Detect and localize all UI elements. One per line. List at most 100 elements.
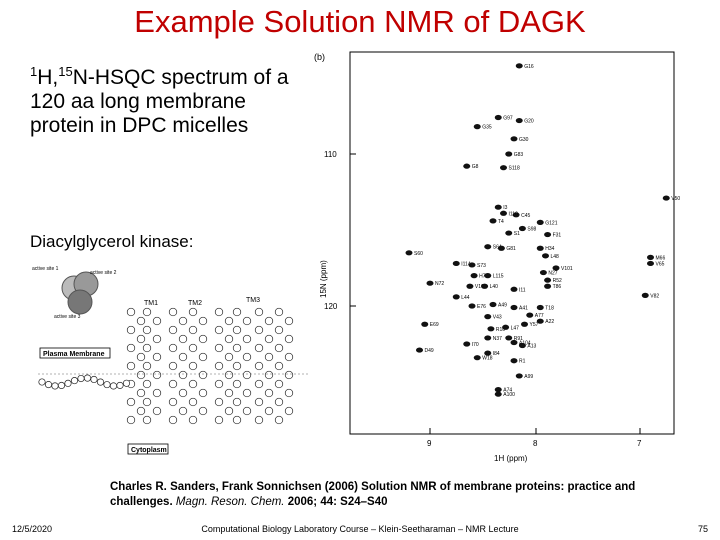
- residue-circle: [168, 325, 178, 335]
- spectrum-description: 1H,15N-HSQC spectrum of a 120 aa long me…: [30, 60, 310, 138]
- peak-r1: [510, 358, 518, 364]
- panel-label: (b): [314, 52, 325, 62]
- residue-circle: [136, 388, 146, 398]
- peak-e69: [421, 321, 429, 327]
- residue-circle: [96, 378, 105, 386]
- hsqc-spectrum: (b) G16 G97 G20 G35 G30 G83 G8 S118 V50 I3 C45I110…: [314, 51, 680, 463]
- peak-t86: [544, 283, 552, 289]
- peak-s98: [518, 225, 526, 232]
- peak-label-g81: G81: [506, 246, 516, 252]
- peak-label-h34: H34: [545, 246, 554, 252]
- peak-label-a74: A74: [503, 388, 512, 394]
- residue-circle: [90, 375, 98, 384]
- residue-circle: [254, 325, 264, 335]
- residue-circle: [188, 343, 198, 353]
- peak-label-a22: A22: [545, 319, 554, 325]
- residue-circle: [142, 307, 152, 317]
- residue-circle: [284, 388, 294, 398]
- kinase-label: Diacylglycerol kinase:: [30, 232, 194, 251]
- residue-circle: [232, 361, 242, 371]
- peak-g30: [510, 136, 518, 142]
- peak-label-i84: I84: [493, 351, 500, 357]
- residue-circle: [83, 374, 92, 382]
- residue-circle: [178, 388, 188, 398]
- residue-circle: [224, 352, 234, 362]
- peak-label-v107: V107: [475, 284, 487, 290]
- x-tick-7: 7: [637, 439, 642, 448]
- peak-f31: [544, 231, 552, 238]
- peak-label-a100: A100: [503, 392, 515, 398]
- peak-l47: [502, 324, 510, 330]
- peak-g16: [515, 63, 523, 69]
- residue-circle: [274, 415, 284, 425]
- residue-circle: [188, 325, 198, 335]
- peak-label-g97: G97: [503, 116, 513, 122]
- residue-circle: [136, 316, 146, 326]
- peak-label-s118: S118: [509, 166, 521, 172]
- peak-r52: [544, 277, 552, 283]
- residue-circle: [188, 307, 198, 317]
- residue-circle: [178, 370, 188, 380]
- residue-circle: [126, 307, 136, 317]
- residue-circle: [224, 406, 234, 416]
- peak-v50: [662, 195, 670, 201]
- peak-a13: [518, 342, 526, 349]
- peak-label-g8: G8: [472, 164, 479, 170]
- peak-label-l47: L47: [511, 325, 520, 331]
- residue-helices: [38, 307, 294, 425]
- peak-a100: [494, 391, 502, 397]
- peak-s60: [405, 250, 413, 256]
- residue-circle: [214, 379, 224, 389]
- peak-v65: [647, 260, 654, 267]
- peak-label-l115: L115: [493, 274, 504, 280]
- peak-v101: [552, 265, 560, 271]
- residue-circle: [254, 379, 264, 389]
- peak-label-t18: T18: [545, 306, 554, 312]
- residue-circle: [152, 406, 162, 416]
- peak-label-r91: R91: [514, 336, 523, 342]
- superscript-15: 15: [58, 64, 73, 79]
- peak-label-m66: M66: [656, 255, 666, 261]
- peak-a104: [510, 339, 518, 346]
- peak-g121: [536, 219, 544, 225]
- residue-circle: [64, 379, 72, 387]
- residue-circle: [188, 397, 198, 407]
- reference-pages: : S24–S40: [333, 496, 388, 508]
- peak-v82: [641, 292, 649, 298]
- residue-circle: [242, 370, 252, 380]
- residue-circle: [274, 361, 284, 371]
- peak-i84: [484, 350, 492, 356]
- reference-volume: 44: [320, 496, 334, 508]
- residue-circle: [188, 361, 198, 371]
- residue-circle: [178, 406, 188, 416]
- residue-circle: [142, 379, 152, 389]
- residue-circle: [242, 406, 252, 416]
- reference: Charles R. Sanders, Frank Sonnichsen (20…: [110, 480, 670, 510]
- peak-label-s64: S64: [493, 245, 502, 251]
- residue-circle: [70, 377, 79, 385]
- peak-label-a77: A77: [535, 313, 544, 319]
- cytoplasm-label: Cytoplasm: [131, 447, 167, 454]
- residue-circle: [224, 388, 234, 398]
- peak-i70: [463, 341, 471, 347]
- residue-circle: [168, 307, 178, 317]
- residue-circle: [254, 397, 264, 407]
- peak-label-i110: I110: [509, 211, 519, 217]
- peak-t18: [536, 304, 544, 311]
- residue-circle: [136, 352, 146, 362]
- peak-label-w18: W18: [482, 356, 493, 362]
- residue-circle: [152, 334, 162, 344]
- residue-circle: [152, 316, 162, 326]
- peak-label-g121: G121: [545, 220, 557, 226]
- peak-label-g35: G35: [482, 125, 492, 131]
- peak-label-s98: S98: [527, 226, 536, 232]
- legend-active-site-3: active site 3: [54, 314, 81, 320]
- residue-circle: [284, 370, 294, 380]
- residue-circle: [254, 307, 264, 317]
- peak-label-i3: I3: [503, 205, 507, 211]
- residue-circle: [126, 361, 136, 371]
- peak-label-a41: A41: [519, 306, 528, 312]
- residue-circle: [109, 382, 118, 390]
- residue-circle: [198, 334, 208, 344]
